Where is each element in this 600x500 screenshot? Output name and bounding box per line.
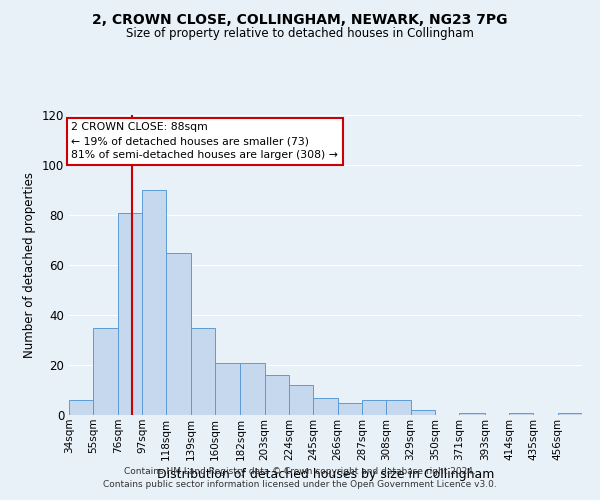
Bar xyxy=(410,410,435,415)
Bar xyxy=(191,328,215,415)
Text: 2 CROWN CLOSE: 88sqm
← 19% of detached houses are smaller (73)
81% of semi-detac: 2 CROWN CLOSE: 88sqm ← 19% of detached h… xyxy=(71,122,338,160)
Text: 2, CROWN CLOSE, COLLINGHAM, NEWARK, NG23 7PG: 2, CROWN CLOSE, COLLINGHAM, NEWARK, NG23… xyxy=(92,12,508,26)
Bar xyxy=(557,412,582,415)
Bar xyxy=(459,412,485,415)
X-axis label: Distribution of detached houses by size in Collingham: Distribution of detached houses by size … xyxy=(157,468,494,481)
Bar xyxy=(94,328,118,415)
Bar xyxy=(69,400,94,415)
Bar xyxy=(289,385,313,415)
Bar xyxy=(386,400,410,415)
Text: Size of property relative to detached houses in Collingham: Size of property relative to detached ho… xyxy=(126,28,474,40)
Bar xyxy=(265,375,289,415)
Bar xyxy=(118,212,142,415)
Bar xyxy=(509,412,533,415)
Bar xyxy=(142,190,166,415)
Bar xyxy=(362,400,386,415)
Text: Contains public sector information licensed under the Open Government Licence v3: Contains public sector information licen… xyxy=(103,480,497,489)
Y-axis label: Number of detached properties: Number of detached properties xyxy=(23,172,36,358)
Bar xyxy=(313,398,338,415)
Text: Contains HM Land Registry data © Crown copyright and database right 2024.: Contains HM Land Registry data © Crown c… xyxy=(124,467,476,476)
Bar xyxy=(338,402,362,415)
Bar xyxy=(215,362,241,415)
Bar xyxy=(241,362,265,415)
Bar xyxy=(166,252,191,415)
